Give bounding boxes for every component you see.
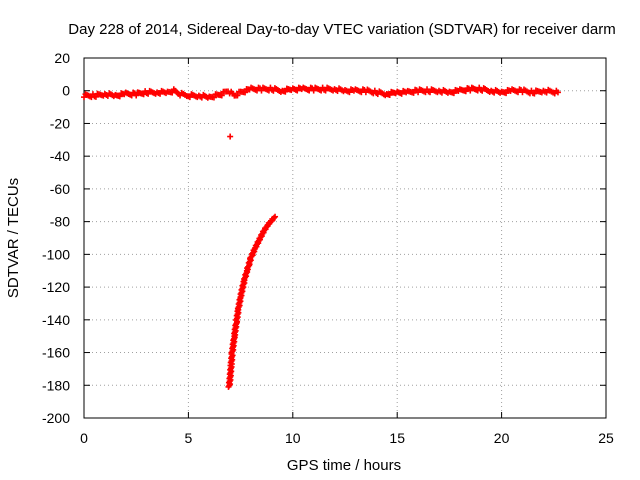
data-points (81, 84, 561, 390)
y-tick-label: 0 (62, 83, 70, 99)
y-tick-label: -40 (50, 148, 70, 164)
y-tick-label: -120 (42, 279, 70, 295)
y-tick-label: -60 (50, 181, 70, 197)
y-tick-label: -140 (42, 312, 70, 328)
grid (84, 58, 606, 418)
band-point (554, 89, 561, 96)
y-tick-label: -100 (42, 246, 70, 262)
arc-point (271, 214, 278, 221)
band-point (218, 92, 225, 99)
y-tick-label: 20 (54, 50, 70, 66)
axis-ticks: -200-180-160-140-120-100-80-60-40-200200… (42, 50, 614, 446)
plot-frame (83, 57, 607, 419)
isolated-point (227, 133, 234, 140)
x-tick-label: 5 (185, 430, 193, 446)
band-point (210, 94, 217, 101)
y-tick-label: -180 (42, 377, 70, 393)
chart-title: Day 228 of 2014, Sidereal Day-to-day VTE… (68, 21, 615, 38)
band-point (242, 89, 249, 96)
x-tick-label: 10 (285, 430, 301, 446)
y-tick-label: -160 (42, 345, 70, 361)
y-axis-title: SDTVAR / TECUs (5, 178, 22, 298)
y-tick-label: -200 (42, 410, 70, 426)
x-tick-label: 20 (494, 430, 510, 446)
arc-point (272, 213, 279, 220)
x-tick-label: 25 (598, 430, 614, 446)
y-tick-label: -80 (50, 214, 70, 230)
x-axis-title: GPS time / hours (287, 457, 401, 474)
band-point (234, 92, 241, 99)
x-tick-label: 15 (389, 430, 405, 446)
y-tick-label: -20 (50, 115, 70, 131)
x-tick-label: 0 (80, 430, 88, 446)
